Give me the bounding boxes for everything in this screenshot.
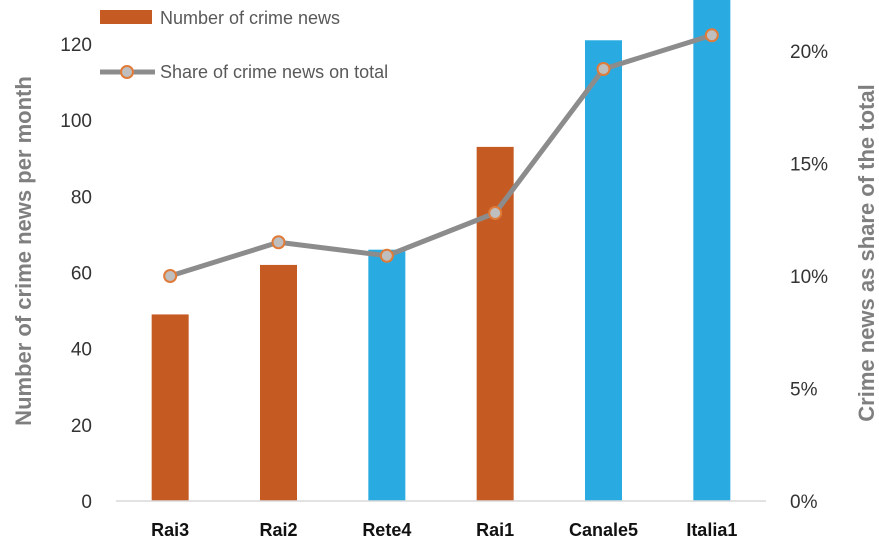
left-tick-label: 100 [60, 111, 92, 132]
bar [585, 40, 622, 502]
share-point [596, 62, 611, 76]
category-label: Italia1 [686, 520, 737, 540]
legend-bar-label: Number of crime news [160, 8, 340, 28]
left-tick-label: 60 [71, 264, 92, 285]
share-point [271, 235, 286, 250]
left-axis-ticks: 0 20 40 60 80 100 120 [60, 35, 92, 513]
right-tick-label: 5% [790, 380, 818, 401]
left-tick-label: 40 [71, 340, 92, 361]
bar [260, 264, 297, 501]
bar [368, 249, 406, 501]
share-line-series [163, 28, 719, 283]
category-label: Rai3 [151, 520, 189, 540]
right-axis-title: Crime news as share of the total [854, 84, 879, 421]
bar [476, 146, 514, 501]
left-tick-label: 120 [60, 35, 92, 56]
right-tick-label: 15% [790, 155, 828, 176]
bar [151, 314, 189, 501]
category-labels: Rai3 Rai2 Rete4 Rai1 Canale5 Italia1 [151, 520, 737, 540]
legend: Number of crime news Share of crime news… [100, 8, 388, 82]
share-point [704, 28, 719, 43]
right-axis-ticks: 0% 5% 10% 15% 20% [790, 42, 828, 513]
category-label: Rete4 [362, 520, 411, 540]
category-label: Canale5 [569, 520, 638, 540]
right-tick-label: 0% [790, 492, 818, 513]
share-point [163, 269, 178, 283]
category-label: Rai2 [259, 520, 297, 540]
left-tick-label: 80 [71, 187, 92, 208]
bars [151, 0, 731, 502]
right-tick-label: 20% [790, 42, 828, 63]
left-tick-label: 20 [71, 416, 92, 437]
share-point [488, 206, 503, 220]
legend-line-marker [120, 65, 134, 79]
share-point [379, 248, 394, 263]
right-tick-label: 10% [790, 267, 828, 288]
bar [693, 0, 731, 501]
legend-line-label: Share of crime news on total [160, 62, 388, 82]
left-axis-title: Number of crime news per month [11, 76, 36, 426]
legend-bar-swatch [100, 10, 152, 24]
left-tick-label: 0 [81, 492, 92, 513]
category-label: Rai1 [476, 520, 514, 540]
share-line [169, 32, 713, 279]
